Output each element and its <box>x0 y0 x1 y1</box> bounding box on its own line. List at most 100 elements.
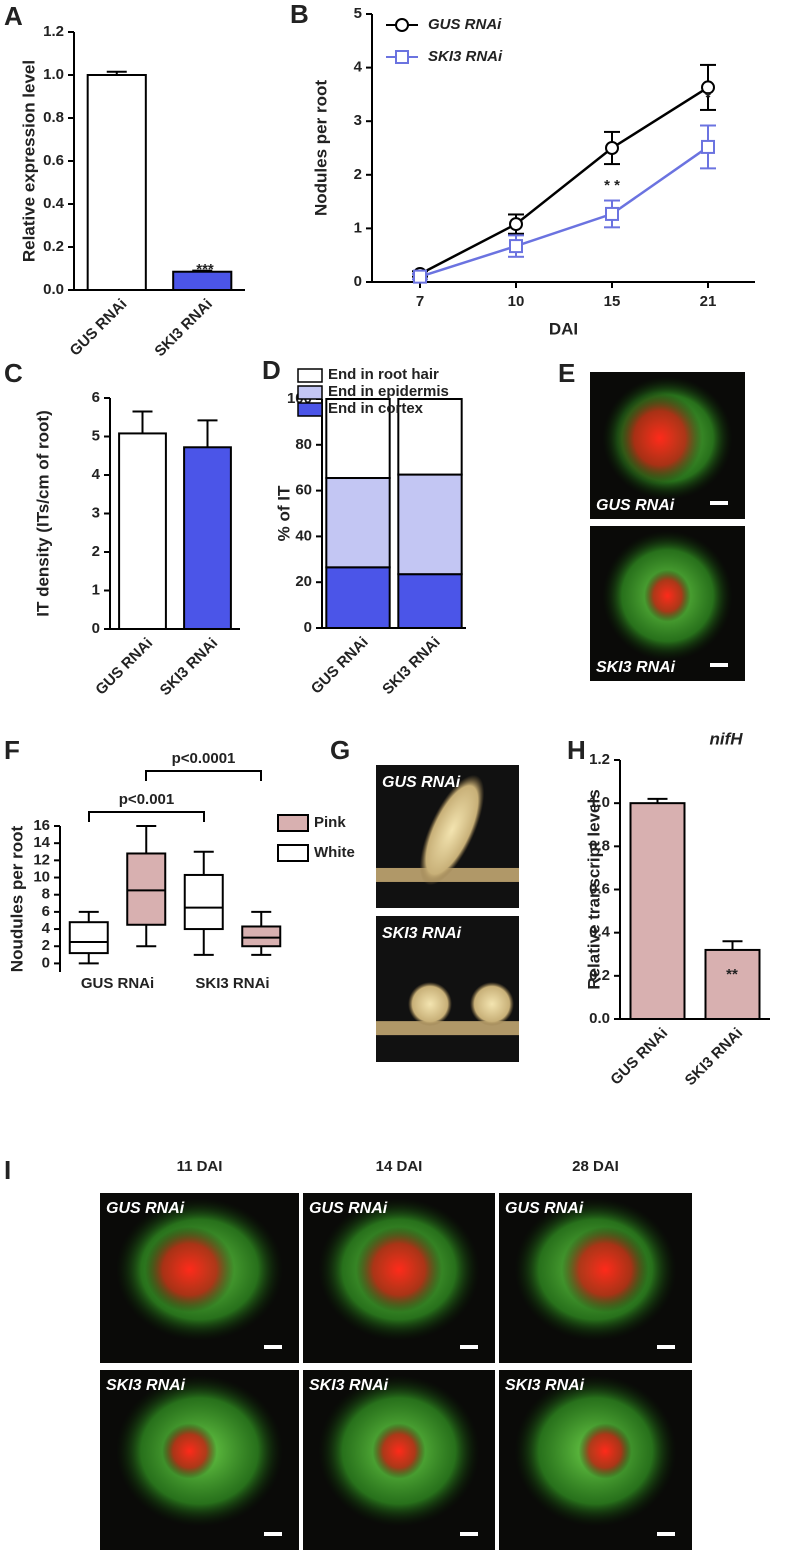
annotation: p<0.0001 <box>172 750 236 767</box>
y-tick-label: 16 <box>33 817 50 834</box>
y-axis-label: Relative expression level <box>19 60 38 262</box>
column-header: 28 DAI <box>572 1158 619 1175</box>
image-label: SKI3 RNAi <box>505 1377 585 1394</box>
y-tick-label: 14 <box>33 834 50 851</box>
column-header: 11 DAI <box>177 1158 223 1175</box>
scale-bar <box>460 1532 478 1536</box>
annotation: ** <box>726 966 738 983</box>
y-axis-label: % of IT <box>274 485 293 541</box>
panel-letter: B <box>290 0 309 29</box>
scale-bar <box>264 1532 282 1536</box>
y-tick-label: 0 <box>92 620 100 637</box>
bar-segment <box>397 573 463 629</box>
scale-bar <box>657 1345 675 1349</box>
y-axis-label: Noudules per root <box>7 825 26 972</box>
annotation: p<0.001 <box>119 791 174 808</box>
bar-segment <box>397 398 463 476</box>
marker <box>605 206 619 221</box>
panel-letter: A <box>4 1 23 31</box>
bar-segment <box>325 398 391 480</box>
y-tick-label: 0 <box>354 273 362 290</box>
image-label: GUS RNAi <box>309 1200 388 1217</box>
marker <box>701 80 715 95</box>
y-tick-label: 0.2 <box>589 967 610 984</box>
legend-label: End in root hair <box>328 366 439 383</box>
series-line <box>419 145 709 278</box>
y-axis-label: Relative transcript levels <box>584 789 603 989</box>
y-tick-label: 0.8 <box>589 837 610 854</box>
y-tick-label: 2 <box>92 543 100 560</box>
image-label: GUS RNAi <box>382 774 461 791</box>
bar-segment <box>397 473 463 576</box>
marker <box>605 141 619 155</box>
bar-segment <box>325 566 391 630</box>
tissue <box>162 1423 217 1479</box>
y-tick-label: 4 <box>354 59 363 76</box>
panel-letter: C <box>4 358 23 388</box>
scale-bar <box>710 663 728 667</box>
image-label: SKI3 RNAi <box>309 1377 389 1394</box>
bar <box>86 74 147 291</box>
y-tick-label: 1.2 <box>589 751 610 768</box>
scale-bar <box>264 1345 282 1349</box>
bar <box>183 446 232 630</box>
x-tick-label: SKI3 RNAi <box>195 975 269 992</box>
y-tick-label: 1.0 <box>589 794 610 811</box>
annotation: *** <box>196 261 214 278</box>
y-tick-label: 5 <box>92 427 100 444</box>
legend-marker <box>395 50 409 64</box>
tissue <box>355 1226 443 1313</box>
image-label: GUS RNAi <box>596 497 675 514</box>
marker <box>413 269 427 284</box>
legend-label: GUS RNAi <box>428 16 502 33</box>
y-tick-label: 10 <box>33 868 50 885</box>
y-axis-label: Nodules per root <box>311 80 330 216</box>
y-tick-label: 5 <box>354 5 362 22</box>
x-tick-label: 21 <box>700 293 717 310</box>
x-tick-label: GUS RNAi <box>81 975 154 992</box>
box <box>126 852 167 926</box>
x-tick-label: 15 <box>604 293 621 310</box>
nodule <box>470 982 514 1026</box>
nodule <box>419 774 485 886</box>
legend-label: Pink <box>314 814 346 831</box>
marker <box>509 239 523 254</box>
y-tick-label: 6 <box>92 389 100 406</box>
x-tick-label: SKI3 RNAi <box>379 634 443 698</box>
legend-swatch <box>297 385 323 400</box>
y-tick-label: 4 <box>42 920 51 937</box>
annotation: * * <box>604 177 620 194</box>
image-label: SKI3 RNAi <box>596 659 676 676</box>
y-axis-label: IT density (ITs/cm of root) <box>33 410 52 617</box>
panel-letter: G <box>330 735 350 765</box>
y-tick-label: 2 <box>354 166 362 183</box>
y-tick-label: 3 <box>92 504 100 521</box>
y-tick-label: 60 <box>295 482 312 499</box>
x-tick-label: GUS RNAi <box>67 296 131 360</box>
box <box>68 921 109 955</box>
y-tick-label: 0.0 <box>589 1010 610 1027</box>
bar-segment <box>325 477 391 569</box>
x-tick-label: GUS RNAi <box>607 1025 671 1089</box>
legend-label: End in cortex <box>328 400 424 417</box>
y-tick-label: 1 <box>92 581 100 598</box>
y-tick-label: 8 <box>42 886 50 903</box>
panel-letter: H <box>567 735 586 765</box>
y-tick-label: 20 <box>295 573 312 590</box>
y-tick-label: 0 <box>304 619 312 636</box>
significance-bracket <box>145 770 262 781</box>
scale-bar <box>710 501 728 505</box>
legend-label: White <box>314 844 355 861</box>
panel-letter: D <box>262 355 281 385</box>
chart-title: nifH <box>709 729 743 748</box>
y-tick-label: 3 <box>354 112 362 129</box>
y-tick-label: 1 <box>354 219 362 236</box>
x-tick-label: GUS RNAi <box>308 634 372 698</box>
y-tick-label: 0.6 <box>589 880 610 897</box>
x-tick-label: 10 <box>508 293 525 310</box>
bar <box>704 948 761 1021</box>
image-label: SKI3 RNAi <box>382 925 462 942</box>
y-tick-label: 0.4 <box>589 924 611 941</box>
y-tick-label: 1.0 <box>43 66 64 83</box>
